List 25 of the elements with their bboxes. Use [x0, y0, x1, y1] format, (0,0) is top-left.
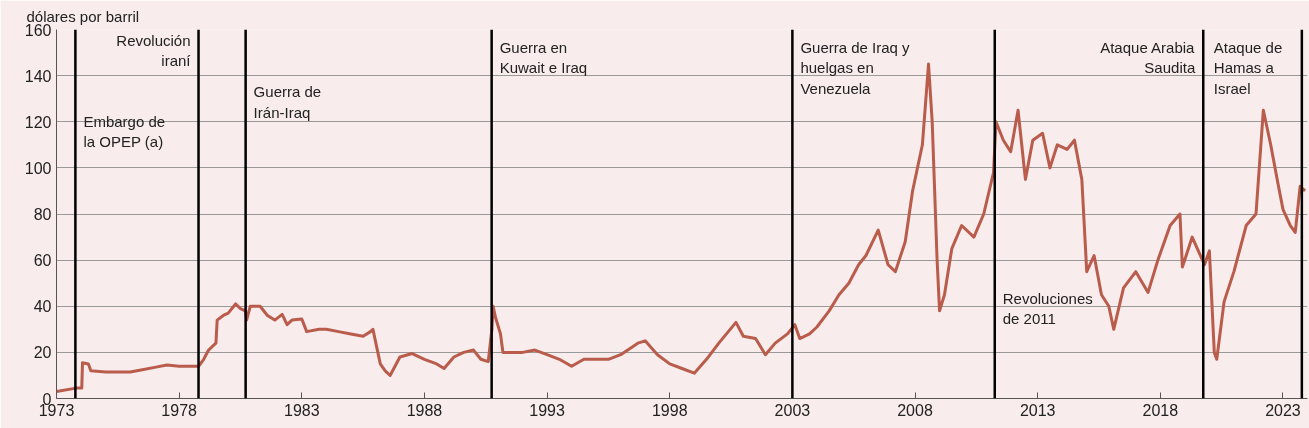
x-tick-label: 1988 [406, 401, 443, 419]
y-tick-label: 20 [33, 344, 52, 362]
ref-line-label: Ataque Arabia Saudita [1100, 38, 1196, 77]
x-tick-label: 1983 [284, 401, 320, 419]
x-tick-label: 1978 [161, 401, 198, 419]
ref-line-label: Embargo de la OPEP (a) [83, 112, 166, 151]
ref-line-label: Revolución iraní [116, 31, 192, 69]
ref-line-label: Guerra de Irán-Iraq [253, 83, 322, 121]
y-tick-label: 60 [33, 252, 52, 270]
y-tick-label: 80 [33, 206, 52, 223]
x-tick-label: 2023 [1265, 401, 1301, 419]
y-tick-label: 100 [24, 159, 52, 177]
x-tick-label: 1998 [651, 401, 688, 419]
x-tick-label: 2013 [1019, 401, 1056, 419]
ref-line-label: Guerra en Kuwait e Iraq [499, 38, 588, 77]
ref-line-label: Ataque de Hamas a Israel [1213, 38, 1283, 97]
y-tick-label: 40 [33, 298, 52, 316]
y-tick-label: 140 [24, 67, 52, 85]
x-tick-label: 2003 [774, 401, 811, 419]
x-tick-label: 1993 [529, 401, 565, 419]
y-tick-label: 120 [24, 113, 52, 131]
ref-line-label: Guerra de Iraq y huelgas en Venezuela [800, 38, 911, 97]
x-tick-label: 2018 [1142, 401, 1179, 419]
ref-line-label: Revoluciones de 2011 [1002, 289, 1093, 328]
x-tick-label: 2008 [897, 401, 933, 419]
